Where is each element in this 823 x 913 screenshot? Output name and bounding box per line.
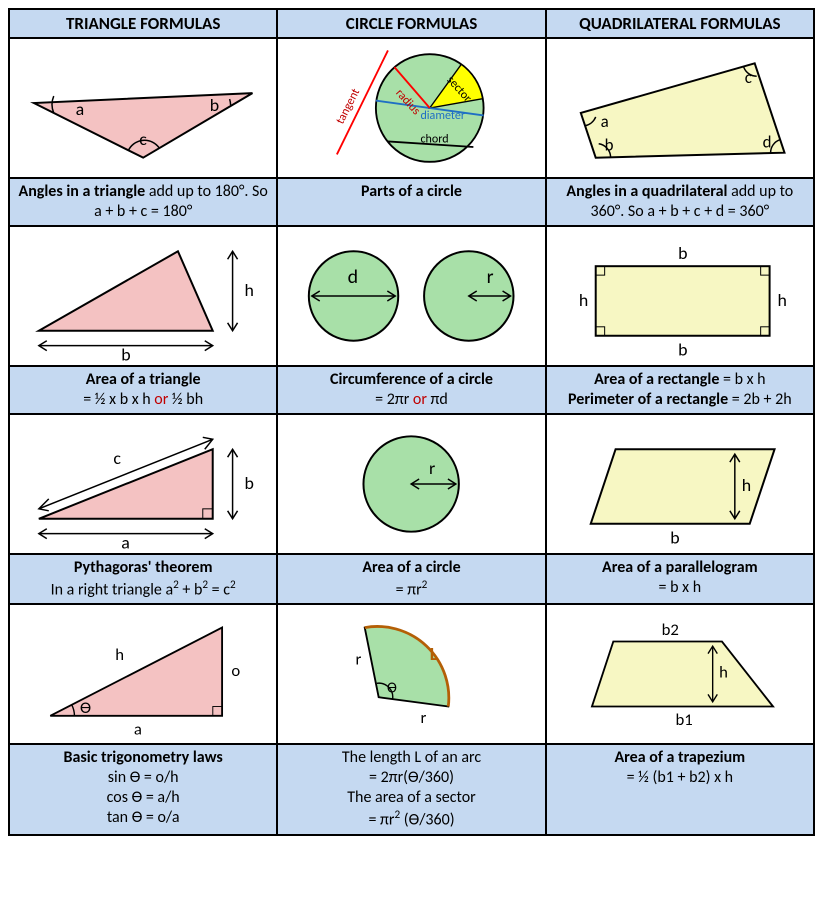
diagram-arc-sector: r r L Ө	[277, 604, 545, 744]
caption-quad-angles: Angles in a quadrilateral add up to 360°…	[546, 178, 814, 226]
label-h-r: h	[777, 289, 786, 311]
diagram-trig: Ө h o a	[9, 604, 277, 744]
caption-triangle-area: Area of a triangle = ½ x b x h or ½ bh	[9, 366, 277, 414]
caption-circle-parts: Parts of a circle	[277, 178, 545, 226]
diagram-triangle-angles: a b c	[9, 38, 277, 178]
label-d: d	[348, 265, 358, 289]
label-h: h	[719, 663, 728, 683]
label-chord: chord	[421, 132, 449, 146]
label-adj: a	[134, 720, 142, 740]
label-r: r	[487, 265, 494, 289]
label-b: b	[210, 94, 219, 116]
header-quad: QUADRILATERAL FORMULAS	[546, 9, 814, 38]
diagram-quad-angles: a b c d	[546, 38, 814, 178]
label-b: b	[604, 135, 613, 156]
label-opp: o	[231, 661, 240, 681]
caption-circle-circumference: Circumference of a circle = 2πr or πd	[277, 366, 545, 414]
label-a: a	[121, 532, 130, 549]
caption-circle-area: Area of a circle = πr2	[277, 554, 545, 604]
label-diameter: diameter	[421, 109, 466, 123]
label-b2: b2	[661, 620, 678, 640]
label-c: c	[113, 447, 121, 469]
header-triangle: TRIANGLE FORMULAS	[9, 9, 277, 38]
label-b-top: b	[678, 242, 687, 264]
caption-trig: Basic trigonometry laws sin Ө = o/h cos …	[9, 744, 277, 834]
diagram-circle-circumference: d r	[277, 226, 545, 366]
label-r: r	[429, 457, 435, 479]
label-a: a	[600, 111, 608, 132]
label-b-bot: b	[678, 339, 687, 361]
diagram-triangle-area: h b	[9, 226, 277, 366]
label-a: a	[76, 98, 85, 120]
caption-rectangle: Area of a rectangle = b x h Perimeter of…	[546, 366, 814, 414]
label-b: b	[245, 472, 254, 494]
diagram-circle-parts: radius sector tangent diameter chord	[277, 38, 545, 178]
caption-pythagoras: Pythagoras' theorem In a right triangle …	[9, 554, 277, 604]
caption-parallelogram: Area of a parallelogram = b x h	[546, 554, 814, 604]
caption-trapezium: Area of a trapezium = ½ (b1 + b2) x h	[546, 744, 814, 834]
label-tangent: tangent	[334, 86, 364, 126]
label-d: d	[762, 132, 771, 153]
caption-triangle-angles: Angles in a triangle add up to 180°. So …	[9, 178, 277, 226]
diagram-circle-area: r	[277, 414, 545, 554]
label-r2: r	[421, 709, 427, 729]
formula-grid: TRIANGLE FORMULAS CIRCLE FORMULAS QUADRI…	[8, 8, 815, 836]
label-r1: r	[356, 650, 362, 670]
header-circle: CIRCLE FORMULAS	[277, 9, 545, 38]
caption-arc-sector: The length L of an arc = 2πr(Ө/360) The …	[277, 744, 545, 834]
diagram-rectangle: b b h h	[546, 226, 814, 366]
label-c: c	[744, 67, 751, 88]
label-h: h	[245, 279, 254, 301]
label-b: b	[670, 527, 679, 549]
label-b1: b1	[675, 710, 692, 730]
label-theta: Ө	[80, 698, 91, 718]
label-hyp: h	[115, 645, 124, 665]
diagram-pythagoras: c b a	[9, 414, 277, 554]
label-b: b	[121, 344, 130, 361]
label-theta: Ө	[387, 679, 397, 697]
label-h: h	[741, 474, 750, 496]
diagram-trapezium: b2 b1 h	[546, 604, 814, 744]
label-c: c	[139, 128, 147, 150]
diagram-parallelogram: h b	[546, 414, 814, 554]
label-L: L	[430, 642, 438, 665]
label-h-l: h	[578, 289, 587, 311]
